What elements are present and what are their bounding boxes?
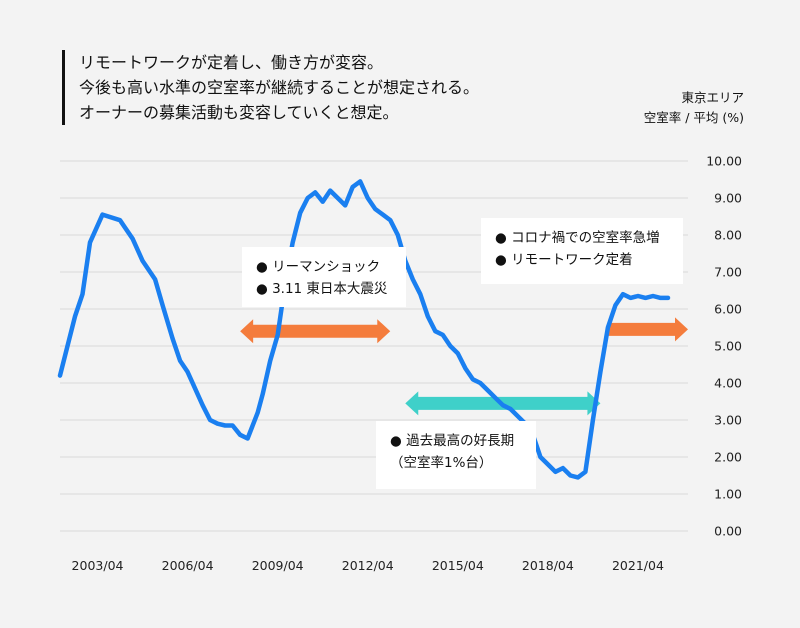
annotation-box-3: ● 過去最高の好長期 （空室率1%台） (376, 421, 536, 489)
x-tick-label: 2015/04 (432, 558, 484, 573)
heading-line-3: オーナーの募集活動も変容していくと想定。 (79, 103, 399, 122)
annotation-background (376, 421, 536, 489)
annotations: ● リーマンショック ● 3.11 東日本大震災 ● コロナ禍での空室率急増 ● リモ… (242, 218, 683, 489)
chart-heading: リモートワークが定着し、働き方が変容。 今後も高い水準の空室率が継続することが想… (62, 50, 479, 125)
annotation-line: ● 3.11 東日本大震災 (256, 281, 388, 297)
vacancy-rate-line (57, 179, 671, 480)
grid-lines (60, 160, 688, 532)
y-axis-unit-label: 東京エリア 空室率 / 平均 (%) (644, 88, 744, 128)
annotation-background (481, 218, 683, 284)
y-tick-label: 4.00 (714, 376, 742, 391)
x-tick-label: 2009/04 (252, 558, 304, 573)
orange-period-arrow (607, 317, 688, 342)
y-tick-label: 8.00 (714, 228, 742, 243)
annotation-line: ● 過去最高の好長期 (390, 432, 514, 449)
annotation-line: ● コロナ禍での空室率急増 (495, 229, 660, 246)
y-tick-label: 2.00 (714, 450, 742, 465)
unit-measure: 空室率 / 平均 (%) (643, 110, 744, 125)
annotation-box-2: ● コロナ禍での空室率急増 ● リモートワーク定着 (481, 218, 683, 284)
x-tick-label: 2006/04 (162, 558, 214, 573)
y-axis-ticks: 10.00 9.00 8.00 7.00 6.00 5.00 4.00 3.00 2.00 1.0… (706, 154, 742, 539)
orange-period-arrow (240, 319, 391, 344)
y-tick-label: 10.00 (706, 154, 742, 169)
y-tick-label: 3.00 (714, 413, 742, 428)
heading-line-2: 今後も高い水準の空室率が継続することが想定される。 (79, 78, 480, 97)
y-tick-label: 1.00 (714, 487, 742, 502)
annotation-line: ● リーマンショック (256, 259, 380, 275)
x-axis-ticks: 2003/04 2006/04 2009/04 2012/04 2015/04 2018/… (72, 558, 664, 573)
x-tick-label: 2018/04 (522, 558, 574, 573)
heading-line-1: リモートワークが定着し、働き方が変容。 (79, 53, 384, 72)
unit-region: 東京エリア (681, 90, 744, 105)
annotation-line: ● リモートワーク定着 (495, 251, 633, 268)
x-tick-label: 2012/04 (342, 558, 394, 573)
y-tick-label: 5.00 (714, 339, 742, 354)
y-tick-label: 6.00 (714, 302, 742, 317)
annotation-box-1: ● リーマンショック ● 3.11 東日本大震災 (242, 247, 406, 307)
x-tick-label: 2003/04 (72, 558, 124, 573)
y-tick-label: 9.00 (714, 191, 742, 206)
annotation-line: （空室率1%台） (390, 454, 492, 471)
x-tick-label: 2021/04 (612, 558, 664, 573)
y-tick-label: 7.00 (714, 265, 742, 280)
annotation-background (242, 247, 406, 307)
y-tick-label: 0.00 (714, 524, 742, 539)
